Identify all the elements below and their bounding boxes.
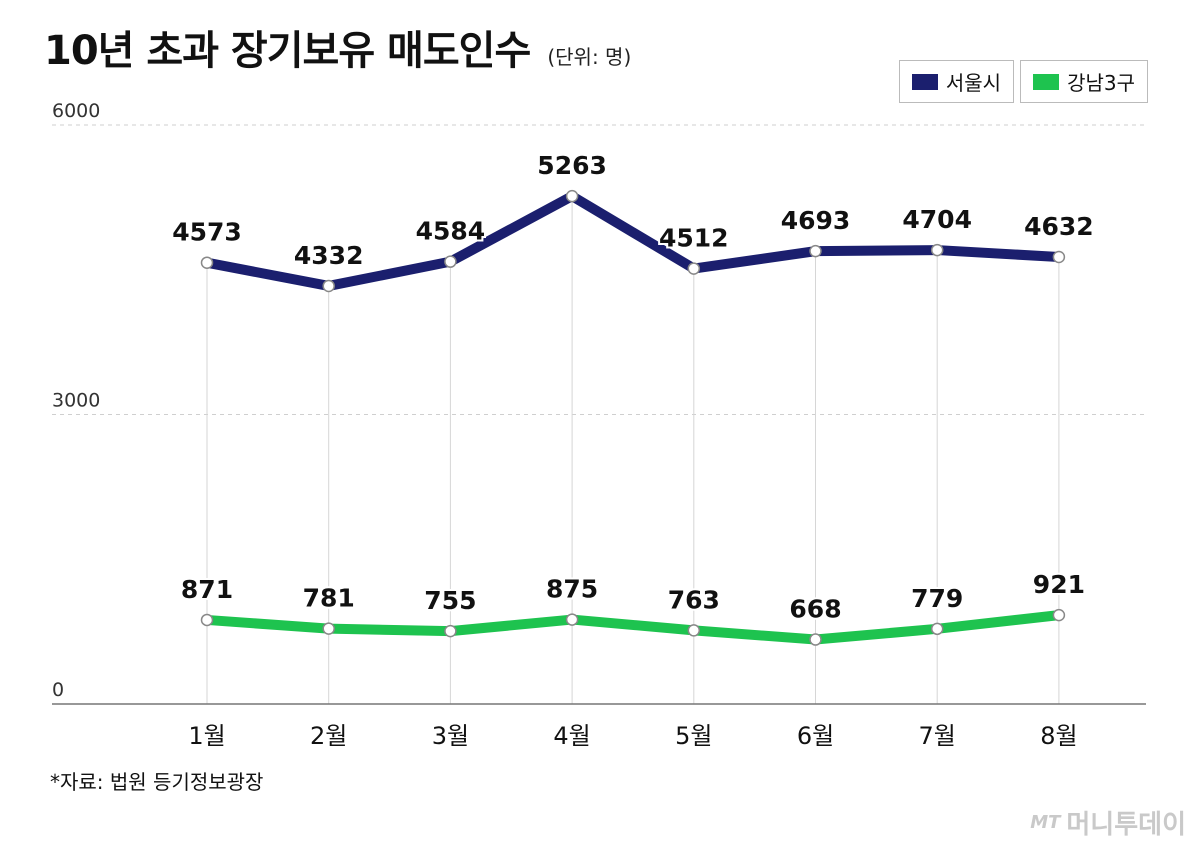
data-label: 4584 — [416, 217, 486, 246]
source-note: *자료: 법원 등기정보광장 — [50, 770, 264, 794]
logo-mark: MT — [1030, 812, 1061, 833]
series-line-0 — [202, 191, 1064, 291]
data-point — [930, 243, 944, 257]
x-tick-label: 6월 — [797, 722, 834, 750]
data-point — [565, 613, 579, 626]
x-tick-label: 3월 — [432, 722, 469, 750]
x-tick-label: 5월 — [675, 722, 712, 750]
data-point — [565, 189, 579, 203]
data-label: 4332 — [294, 241, 364, 270]
y-tick-label: 0 — [52, 679, 64, 701]
data-label: 763 — [668, 585, 720, 614]
data-label: 875 — [546, 575, 598, 604]
chart-title: 10년 초과 장기보유 매도인수 — [44, 28, 531, 74]
title-block: 10년 초과 장기보유 매도인수 (단위: 명) — [44, 18, 631, 76]
data-label: 4632 — [1024, 212, 1094, 241]
data-label: 755 — [424, 586, 476, 615]
data-point — [444, 624, 457, 638]
y-tick-label: 6000 — [52, 100, 100, 122]
legend-item-gangnam: 강남3구 — [1020, 60, 1148, 103]
data-label: 4573 — [172, 218, 242, 247]
data-label: 5263 — [537, 151, 607, 180]
data-point — [200, 256, 214, 269]
series-line-1 — [202, 610, 1064, 645]
data-label: 4512 — [659, 224, 729, 253]
legend-swatch-seoul — [911, 73, 938, 90]
data-point — [687, 262, 701, 275]
x-tick-label: 7월 — [919, 722, 956, 750]
x-tick-label: 8월 — [1040, 722, 1077, 750]
data-point — [1052, 250, 1066, 264]
data-label: 779 — [911, 584, 963, 613]
logo-text: 머니투데이 — [1066, 810, 1186, 840]
unit-label: (단위: 명) — [547, 45, 632, 69]
publisher-logo: MT 머니투데이 — [1030, 804, 1186, 841]
legend-label-gangnam: 강남3구 — [1067, 71, 1135, 95]
legend-swatch-gangnam — [1033, 73, 1060, 90]
data-point — [200, 613, 214, 627]
x-tick-label: 1월 — [188, 722, 225, 750]
data-point — [687, 624, 701, 637]
data-point — [322, 279, 335, 293]
data-point — [809, 633, 822, 646]
data-label: 921 — [1033, 570, 1085, 599]
legend: 서울시 강남3구 — [898, 60, 1148, 103]
data-point — [809, 244, 822, 258]
data-label: 781 — [303, 584, 355, 613]
data-label: 4693 — [781, 206, 851, 235]
x-tick-label: 4월 — [553, 722, 590, 750]
data-label: 668 — [789, 595, 841, 624]
legend-item-seoul: 서울시 — [898, 60, 1015, 103]
data-point — [444, 255, 457, 268]
data-point — [322, 622, 335, 635]
data-label: 871 — [181, 575, 233, 604]
data-label: 4704 — [902, 205, 972, 234]
y-tick-label: 3000 — [52, 390, 100, 412]
x-tick-label: 2월 — [310, 722, 347, 750]
data-point — [930, 622, 944, 636]
data-point — [1052, 608, 1066, 622]
legend-label-seoul: 서울시 — [945, 71, 1002, 95]
